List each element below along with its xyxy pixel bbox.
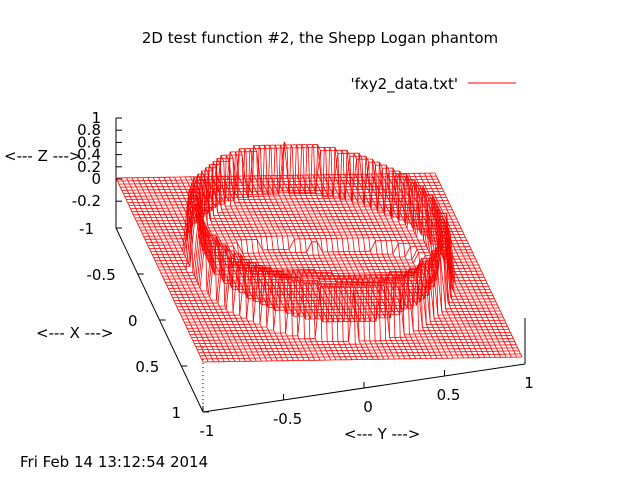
- z-axis-label: <--- Z --->: [4, 147, 81, 165]
- mesh-line-y: [317, 147, 406, 359]
- x-tick-label: -0.5: [86, 266, 115, 284]
- mesh-line-y: [307, 144, 395, 360]
- mesh-line-y: [136, 177, 225, 362]
- mesh-line-y: [269, 144, 358, 360]
- mesh-line-y: [200, 158, 289, 361]
- mesh-line-y: [211, 155, 300, 361]
- legend-label: 'fxy2_data.txt': [350, 75, 458, 94]
- legend: 'fxy2_data.txt': [350, 75, 516, 94]
- y-tick-label: -0.5: [273, 410, 302, 428]
- mesh-line-y: [408, 173, 496, 358]
- z-tick-label: -0.2: [72, 192, 101, 210]
- y-tick-label: 0.5: [437, 386, 461, 404]
- mesh-line-y: [349, 155, 438, 359]
- mesh-line-y: [126, 177, 214, 362]
- mesh-line-y: [381, 173, 470, 358]
- mesh-line-y: [280, 144, 369, 360]
- mesh-line-y: [413, 173, 502, 358]
- mesh-line-y: [344, 152, 432, 359]
- mesh-line-y: [179, 170, 268, 362]
- mesh-line-y: [386, 173, 475, 358]
- mesh-line-y: [418, 173, 507, 358]
- mesh-line-y: [163, 177, 252, 362]
- mesh-line-y: [158, 177, 246, 362]
- mesh-line-y: [120, 177, 209, 363]
- mesh-line-y: [174, 174, 262, 362]
- mesh-line-y: [259, 145, 347, 360]
- mesh-line-y: [397, 173, 486, 358]
- mesh-line-y: [131, 177, 220, 362]
- mesh-line-y: [291, 144, 379, 360]
- mesh-line-y: [402, 173, 491, 358]
- z-tick-label: 0: [91, 170, 101, 188]
- mesh-line-y: [360, 161, 448, 359]
- z-tick-label: 0.2: [77, 158, 101, 176]
- mesh-line-y: [142, 177, 230, 362]
- mesh-line-y: [184, 167, 273, 362]
- mesh-line-y: [338, 153, 427, 359]
- y-tick-label: -1: [200, 422, 215, 440]
- surface-mesh: [115, 141, 523, 363]
- mesh-line-y: [429, 172, 518, 358]
- mesh-line-y: [147, 177, 236, 362]
- x-tick-label: 1: [171, 404, 181, 422]
- z-ticks: 10.80.60.40.20 -0.2: [72, 109, 122, 210]
- x-axis-label: <--- X --->: [36, 324, 113, 342]
- mesh-line-y: [253, 145, 342, 360]
- mesh-line-y: [195, 161, 284, 361]
- y-ticks: -1 -0.5 0 0.5 1: [200, 358, 534, 440]
- mesh-line-y: [312, 147, 401, 360]
- x-ticks: -1 -0.5 0 0.5 1: [79, 220, 209, 422]
- mesh-line-y: [376, 170, 464, 359]
- mesh-line-y: [190, 164, 278, 361]
- z-tick-label: 0.4: [77, 146, 101, 164]
- mesh-line-y: [354, 158, 443, 359]
- mesh-line-y: [285, 144, 374, 360]
- z-tick-label: 0.6: [77, 133, 101, 151]
- y-tick-label: 1: [524, 374, 534, 392]
- mesh-line-y: [370, 167, 459, 359]
- timestamp: Fri Feb 14 13:12:54 2014: [20, 453, 208, 471]
- mesh-line-y: [243, 145, 331, 361]
- x-tick-label: 0.5: [135, 358, 159, 376]
- mesh-line-y: [333, 150, 422, 359]
- y-axis-label: <--- Y --->: [344, 425, 420, 443]
- mesh-line-y: [216, 151, 305, 361]
- mesh-line-y: [301, 144, 390, 360]
- mesh-line-y: [264, 144, 353, 360]
- mesh-line-y: [115, 177, 204, 363]
- x-tick-label: 0: [128, 312, 138, 330]
- mesh-line-y: [275, 141, 363, 360]
- chart-title: 2D test function #2, the Shepp Logan pha…: [142, 29, 498, 47]
- mesh-line-y: [227, 148, 315, 361]
- mesh-line-y: [168, 177, 257, 362]
- mesh-line-y: [296, 144, 385, 360]
- mesh-line-y: [434, 172, 523, 358]
- mesh-line-y: [365, 164, 454, 359]
- mesh-line-y: [424, 173, 512, 358]
- mesh-line-y: [323, 147, 411, 359]
- y-tick-label: 0: [363, 398, 373, 416]
- mesh-line-y: [248, 145, 337, 361]
- mesh-line-y: [237, 148, 326, 361]
- x-tick-label: -1: [79, 220, 94, 238]
- mesh-line-y: [392, 173, 480, 358]
- mesh-line-y: [221, 151, 310, 361]
- mesh-line-y: [206, 155, 294, 361]
- mesh-line-y: [328, 150, 417, 359]
- z-tick-label: 1: [91, 109, 101, 127]
- z-tick-label: 0.8: [77, 121, 101, 139]
